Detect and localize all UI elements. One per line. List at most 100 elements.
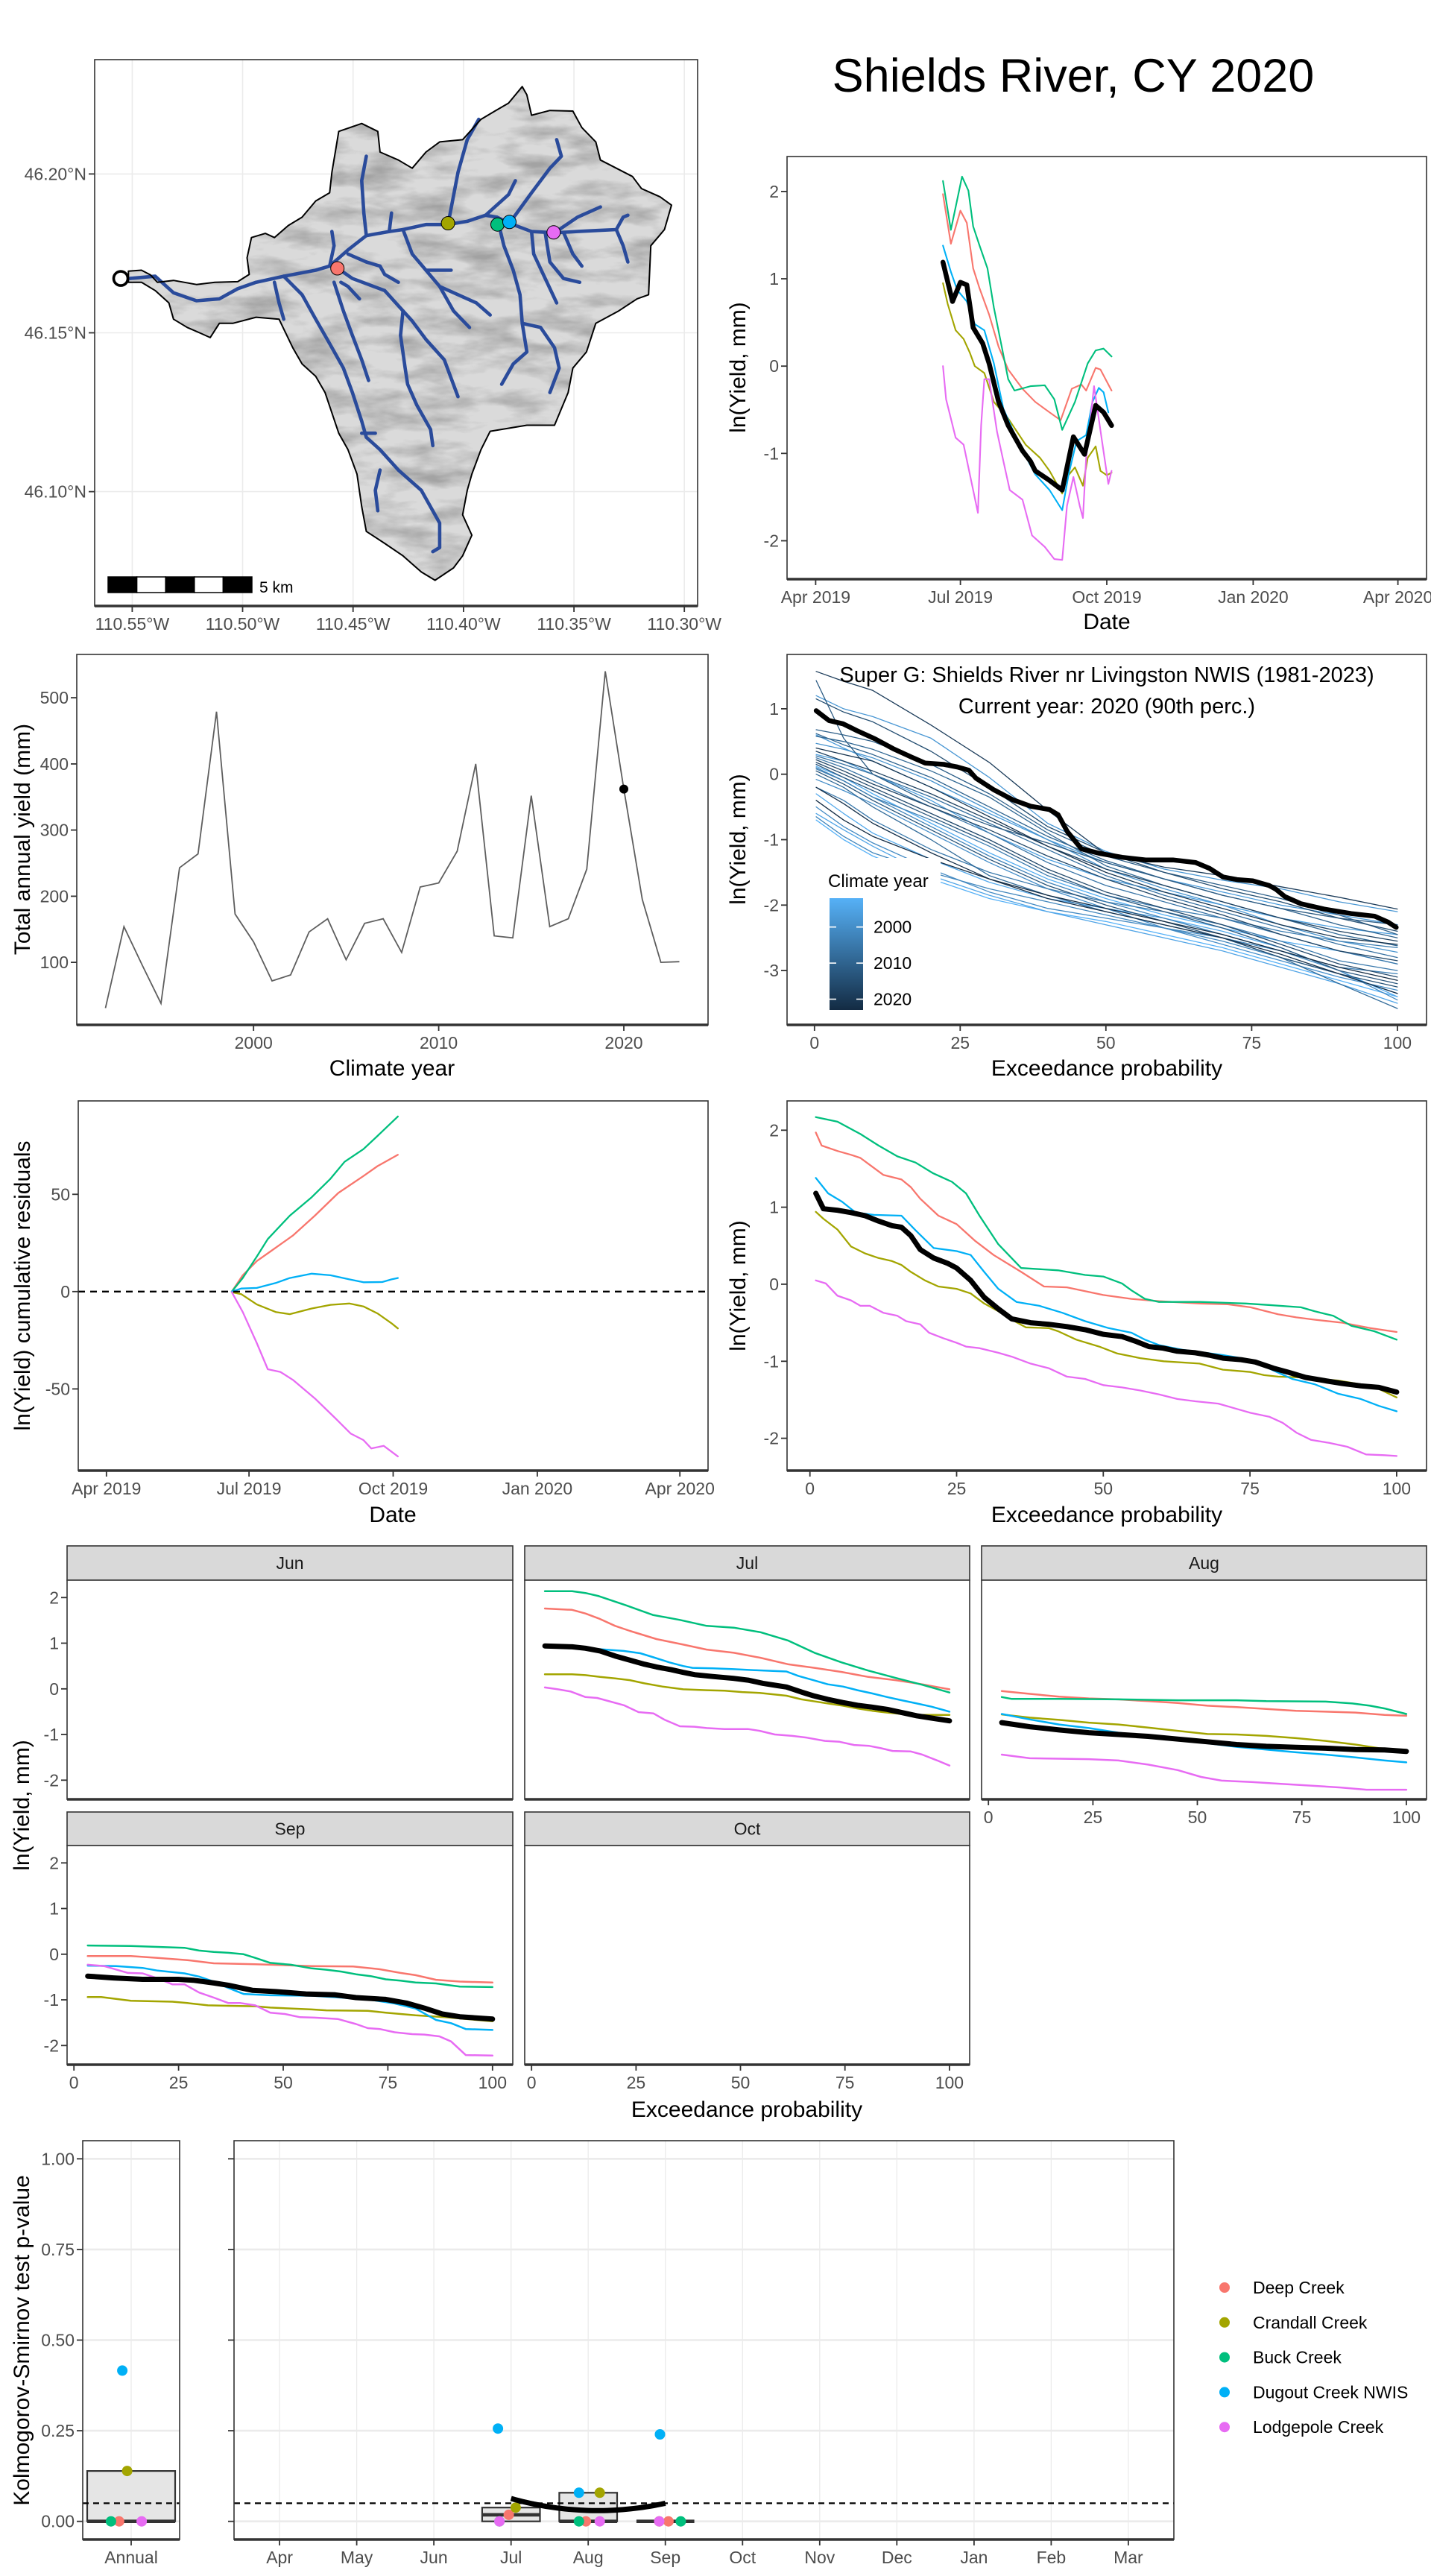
facet-y-tick-label: 1 [49,1634,59,1653]
facet-strip-label: Aug [1189,1553,1219,1573]
exceedance-line-dugout-creek-nwis [815,1177,1398,1412]
map-x-tick-label: 110.35°W [537,614,611,634]
exceedance-line-shields-river-nr-livingston-nwis [813,1190,1400,1395]
facet-y-tick-label: 2 [49,1588,59,1607]
timeseries-y-tick-label: 0 [769,356,779,376]
site-legend: Deep Creek Crandall Creek Buck Creek Dugout… [1219,2278,1408,2437]
climate-year-line-1996 [815,754,1398,935]
facet-sep: Sep 0 25 50 75 100 -2 -1 0 1 2 [44,1811,514,2092]
ks-annual-x-tick-label: Annual [104,2548,158,2567]
annual-yield-y-tick-label: 400 [40,754,69,774]
facet-line-crandall-creek [86,1996,494,2023]
exceedance-curves-chart: 0 25 50 75 100 -2 -1 0 1 2 [764,1100,1427,1498]
residual-line-dugout-creek-nwis [230,1272,399,1292]
annual-point-buck-creek [105,2516,116,2527]
super-g-x-tick-label: 0 [809,1033,819,1052]
residuals-x-tick-label: Apr 2020 [645,1479,715,1498]
facet-line-deep-creek [1000,1690,1408,1717]
residuals-y-axis-title: ln(Yield) cumulative residuals [10,1140,35,1430]
facet-line-shields-river-nr-livingston-nwis [542,1643,953,1724]
climate-year-line-2001 [815,806,1398,1001]
map-y-tick-label: 46.15°N [25,323,86,343]
tributary-stream [424,268,492,317]
ks-annual-y-tick-label: 0.25 [41,2421,75,2440]
facet-oct: Oct 0 25 50 75 100 [524,1811,970,2092]
facet-line-crandall-creek [1000,1713,1408,1752]
super-g-title: Super G: Shields River nr Livingston NWI… [839,663,1374,687]
ks-monthly-x-tick-label: Aug [573,2548,604,2567]
super-g-lines [813,671,1399,1009]
climate-year-line-2014 [815,770,1398,988]
cumulative-residuals-chart: Apr 2019 Jul 2019 Oct 2019 Jan 2020 Apr 2020… [45,1100,715,1498]
facet-line-lodgepole-creek [1000,1753,1408,1791]
residual-line-buck-creek [230,1115,399,1292]
facet-line-buck-creek [1000,1696,1408,1715]
annual-yield-x-axis-title: Climate year [329,1056,455,1081]
residual-line-lodgepole-creek [230,1291,399,1458]
annual-yield-line [104,671,680,1008]
facet-line-deep-creek [543,1607,951,1690]
facet-x-tick-label: 50 [731,2073,751,2092]
ks-monthly-x-tick-label: Apr [266,2548,293,2567]
exceedance-x-tick-label: 0 [805,1479,815,1498]
climate-year-line-2013 [815,763,1398,985]
annual-yield-x-tick-label: 2010 [420,1033,458,1052]
monthly-point-jul-dugout-creek-nwis [493,2423,504,2434]
facet-panel [525,1580,970,1799]
timeseries-x-axis-title: Date [1083,610,1130,634]
ks-y-axis-title: Kolmogorov-Smirnov test p-value [10,2175,34,2506]
facet-aug: Aug 0 25 50 75 100 [981,1545,1427,1827]
tributary-stream [484,179,517,218]
facets-x-axis-title: Exceedance probability [631,2097,862,2122]
monthly-point-aug-buck-creek [573,2516,584,2527]
facet-y-tick-label: -1 [44,1990,59,2010]
facet-x-tick-label: 25 [169,2073,189,2092]
facet-y-tick-label: -1 [44,1725,59,1744]
ks-monthly-x-tick-label: Oct [729,2548,756,2567]
map-x-tick-label: 110.55°W [95,614,170,634]
colorbar-label: 2010 [874,953,912,973]
tributary-stream [520,321,561,394]
exceedance-y-tick-label: -2 [764,1429,779,1448]
timeseries-x-tick-label: Apr 2020 [1363,587,1431,607]
annual-yield-y-tick-label: 200 [40,886,69,906]
current-year-line [813,708,1399,930]
daily-yield-timeseries-chart: Apr 2019 Jul 2019 Oct 2019 Jan 2020 Apr 2020… [764,156,1431,607]
map-y-tick-label: 46.20°N [25,164,86,183]
monthly-point-aug-lodgepole-creek [594,2516,605,2527]
scale-bar-segment [165,576,195,593]
facet-y-tick-label: 1 [49,1899,59,1919]
ks-monthly-marks [234,2141,1174,2539]
scale-bar-label: 5 km [259,579,294,596]
facet-strip [66,1811,514,1846]
climate-year-line-1998 [815,695,1398,912]
climate-year-line-2018 [815,751,1398,942]
scale-bar-segment [136,576,166,593]
exceedance-line-buck-creek [815,1116,1398,1341]
site-marker-dugout-creek-nwis [502,215,517,230]
super-g-y-tick-label: -1 [764,830,779,850]
climate-year-line-1999 [815,742,1398,953]
annual-yield-x-tick-label: 2020 [604,1033,642,1052]
facet-x-tick-label: 25 [627,2073,646,2092]
current-year-point [619,784,628,794]
facet-strip-label: Jun [276,1553,303,1573]
tributary-stream [272,280,285,321]
map-x-tick-label: 110.40°W [426,614,501,634]
legend-item-deep-creek: Deep Creek [1219,2278,1345,2297]
facet-line-crandall-creek [543,1673,951,1716]
facet-line-buck-creek [86,1944,494,1989]
residuals-x-tick-label: Oct 2019 [358,1479,428,1498]
facet-x-tick-label: 0 [69,2073,79,2092]
facet-line-lodgepole-creek [543,1686,951,1767]
facet-panel [67,1580,513,1799]
legend-key-dot [1219,2422,1230,2433]
tributary-stream [561,230,584,268]
facet-strip [66,1545,514,1581]
series-line-lodgepole-creek [942,365,1113,561]
series-line-buck-creek [942,175,1113,431]
facet-x-tick-label: 100 [935,2073,964,2092]
colorbar-label: 2020 [874,990,912,1009]
tributary-stream [401,227,453,272]
facet-lines [999,1690,1409,1791]
